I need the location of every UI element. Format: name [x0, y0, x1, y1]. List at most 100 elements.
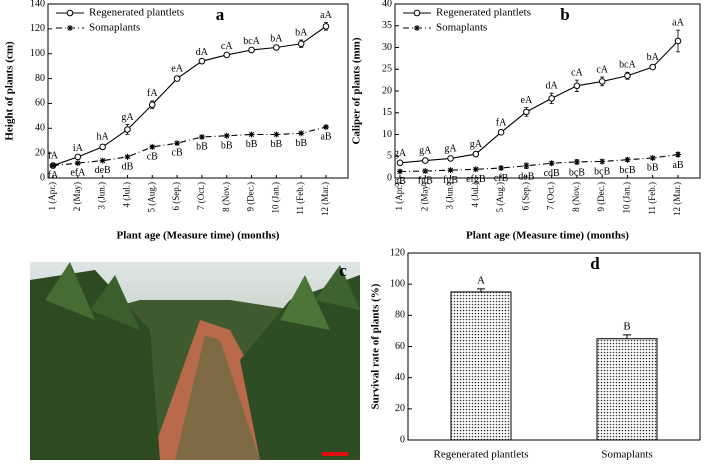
- significance-label: A: [477, 274, 485, 286]
- y-tick-label: 30: [382, 42, 392, 53]
- y-tick-label: 35: [382, 20, 392, 31]
- significance-label: dA: [196, 47, 209, 58]
- significance-label: aA: [320, 10, 332, 21]
- y-tick-label: 20: [395, 403, 405, 414]
- x-tick-label: 2 (May): [72, 182, 82, 211]
- x-tick-label: 10 (Jan.): [270, 182, 280, 214]
- x-tick-label: 8 (Nov.): [571, 182, 581, 212]
- y-axis-title: Height of plants (cm): [4, 41, 16, 141]
- point: [472, 150, 480, 158]
- significance-label: iA: [48, 150, 59, 161]
- x-tick-label: 12 (Mar.): [320, 182, 330, 216]
- legend-marker: [413, 9, 421, 17]
- point: [598, 78, 606, 85]
- significance-label: hA: [97, 132, 110, 143]
- significance-label: aA: [672, 17, 684, 28]
- x-tick-label: 11 (Feb.): [295, 182, 305, 215]
- series-line: [52, 126, 327, 167]
- bar: [596, 338, 658, 441]
- significance-label: fA: [48, 170, 59, 181]
- significance-label: deB: [95, 165, 111, 176]
- x-tick-label: 10 (Jan.): [622, 182, 632, 214]
- significance-label: fA: [496, 117, 507, 128]
- x-axis-title: Plant age (Measure time) (months): [466, 230, 629, 242]
- point: [497, 129, 505, 136]
- point: [298, 130, 305, 137]
- point: [548, 95, 555, 102]
- y-tick-label: 60: [35, 98, 45, 109]
- significance-label: fA: [147, 88, 158, 99]
- significance-label: efgB: [466, 174, 486, 185]
- error-bar: [477, 288, 485, 292]
- point: [523, 108, 530, 116]
- significance-label: bA: [295, 27, 308, 38]
- x-tick-label: 7 (Oct.): [196, 182, 206, 210]
- significance-label: efB: [494, 173, 509, 184]
- significance-label: bA: [647, 52, 660, 63]
- significance-label: bB: [295, 138, 307, 149]
- point: [674, 37, 682, 45]
- x-tick-label: 9 (Dec.): [246, 182, 256, 211]
- significance-label: gA: [470, 139, 483, 150]
- significance-label: bB: [271, 139, 283, 150]
- y-tick-label: 100: [30, 48, 45, 59]
- point: [50, 162, 56, 169]
- x-tick-label: 12 (Mar.): [672, 182, 682, 216]
- series-line: [52, 25, 327, 167]
- significance-label: cA: [221, 41, 233, 52]
- y-axis-title: Caliper of plants (mm): [351, 37, 363, 144]
- point: [422, 168, 429, 175]
- point: [198, 57, 206, 65]
- significance-label: efA: [70, 168, 86, 179]
- x-tick-label: 5 (Aug.): [146, 182, 156, 213]
- significance-label: fgB: [418, 176, 433, 187]
- x-tick-label: 3 (Jun.): [97, 182, 107, 210]
- point: [498, 164, 505, 171]
- legend-marker: [414, 25, 420, 31]
- significance-label: dB: [122, 161, 134, 172]
- y-tick-label: 60: [395, 341, 405, 352]
- point: [675, 151, 681, 158]
- point: [273, 131, 280, 138]
- significance-label: bB: [246, 139, 258, 150]
- point: [149, 143, 156, 150]
- plot-frame: [47, 3, 349, 179]
- y-tick-label: 15: [382, 107, 392, 118]
- y-tick-label: 80: [395, 310, 405, 321]
- significance-label: eA: [521, 95, 533, 106]
- point: [74, 160, 81, 167]
- significance-label: deB: [518, 172, 534, 183]
- significance-label: bcB: [569, 167, 585, 178]
- series-line: [399, 153, 679, 173]
- panel-letter: b: [560, 5, 569, 24]
- x-tick-label: 6 (Sep.): [171, 182, 181, 211]
- significance-label: bcB: [619, 165, 635, 176]
- y-tick-label: 10: [382, 129, 392, 140]
- x-axis-title: Plant age (Measure time) (months): [117, 230, 280, 242]
- y-tick-label: 5: [387, 151, 392, 162]
- significance-label: eA: [171, 63, 183, 74]
- x-tick-label: Regenerated plantlets: [434, 449, 529, 461]
- point: [99, 157, 106, 164]
- point: [124, 126, 131, 133]
- significance-label: fgB: [443, 175, 458, 186]
- point: [624, 72, 631, 80]
- panel-letter: d: [590, 254, 600, 273]
- significance-label: gA: [121, 112, 134, 123]
- point: [649, 63, 657, 71]
- y-tick-label: 0: [40, 172, 45, 183]
- legend-label: Somaplants: [89, 22, 140, 34]
- x-tick-label: 2 (May): [419, 182, 429, 211]
- legend-label: Regenerated plantlets: [436, 7, 531, 19]
- significance-label: cA: [596, 64, 608, 75]
- y-tick-label: 140: [30, 0, 45, 9]
- x-tick-label: 3 (Jun.): [445, 182, 455, 210]
- point: [173, 75, 181, 82]
- x-tick-label: 1 (Apr.): [394, 182, 404, 211]
- y-tick-label: 0: [387, 172, 392, 183]
- y-tick-label: 40: [382, 0, 392, 9]
- significance-label: bcA: [619, 60, 636, 71]
- significance-label: bB: [221, 140, 233, 151]
- x-tick-label: 11 (Feb.): [647, 182, 657, 215]
